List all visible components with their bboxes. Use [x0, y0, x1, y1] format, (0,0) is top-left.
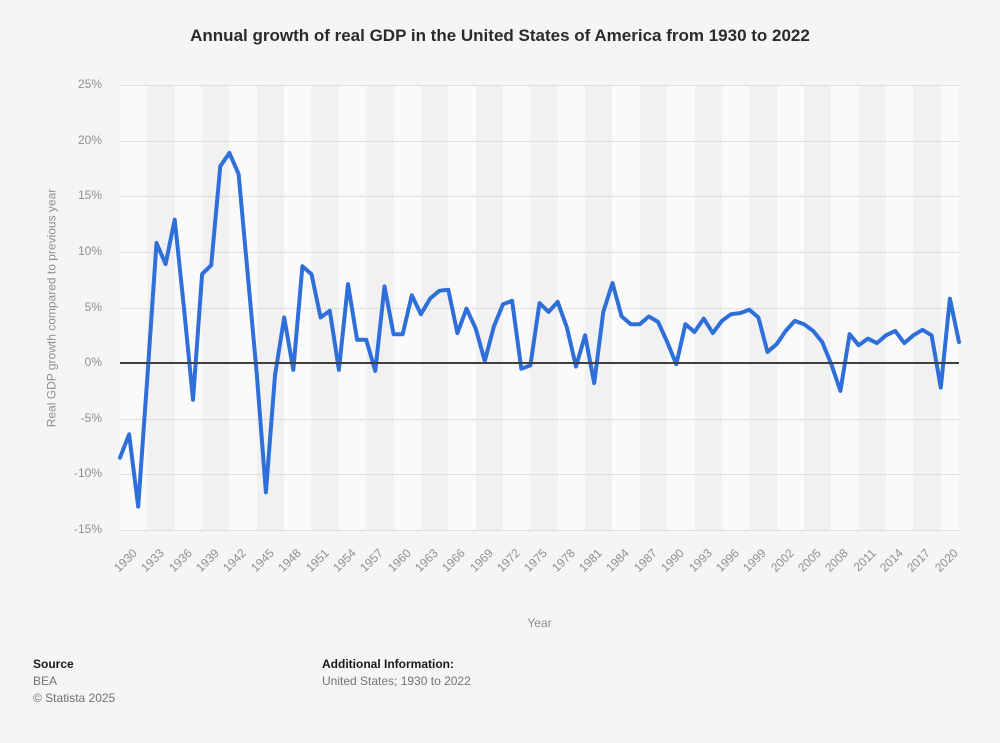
- zero-baseline: [120, 362, 959, 365]
- y-tick-label: 15%: [77, 188, 102, 203]
- source-label: Source: [33, 657, 74, 671]
- y-gridline: [120, 418, 959, 420]
- additional-information-value: United States; 1930 to 2022: [322, 674, 471, 688]
- y-axis-title: Real GDP growth compared to previous yea…: [43, 85, 59, 530]
- y-tick-label: 0%: [84, 355, 102, 370]
- y-tick-label: -15%: [73, 522, 102, 536]
- y-gridline: [120, 140, 959, 142]
- y-gridline: [120, 85, 959, 86]
- y-tick-label: 5%: [84, 299, 102, 314]
- y-tick-label: 20%: [77, 132, 102, 147]
- y-gridline: [120, 196, 959, 198]
- x-axis-title: Year: [527, 616, 552, 630]
- additional-information-label: Additional Information:: [322, 657, 454, 671]
- y-gridline: [120, 530, 959, 531]
- y-gridline: [120, 251, 959, 253]
- y-tick-label: 10%: [77, 243, 102, 258]
- y-gridline: [120, 474, 959, 476]
- y-gridline: [120, 307, 959, 309]
- y-tick-label: -5%: [80, 410, 102, 425]
- y-tick-label: 25%: [77, 77, 102, 91]
- source-value: BEA: [33, 674, 58, 688]
- y-axis-title-text: Real GDP growth compared to previous yea…: [44, 188, 58, 427]
- copyright-statista: © Statista 2025: [33, 691, 116, 705]
- chart-title: Annual growth of real GDP in the United …: [190, 26, 810, 45]
- y-tick-label: -10%: [73, 466, 102, 481]
